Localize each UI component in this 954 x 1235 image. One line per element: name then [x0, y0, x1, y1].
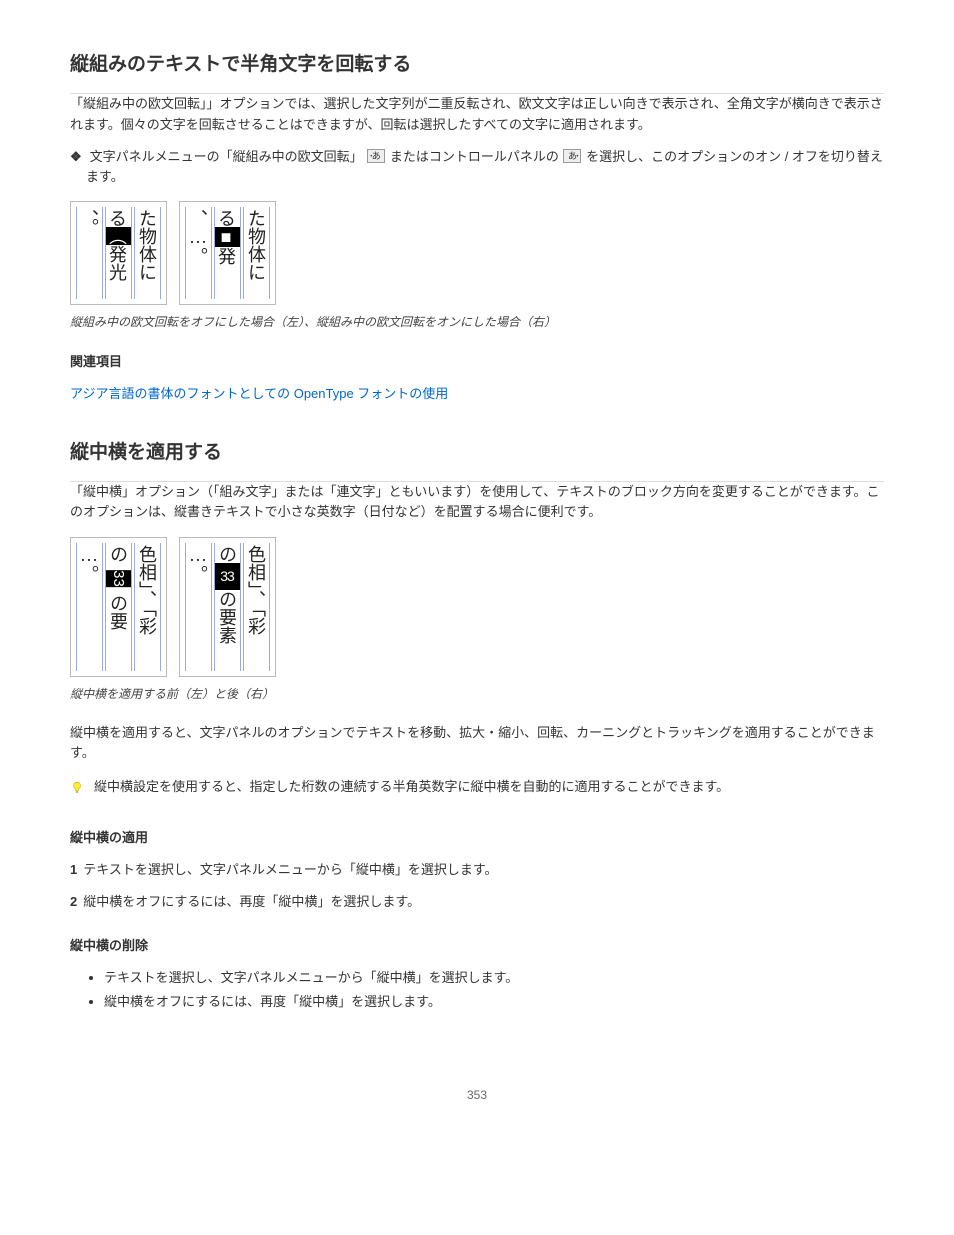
heading-tatechuyoko: 縦中横を適用する	[70, 438, 884, 467]
list-item: テキストを選択し、文字パネルメニューから「縦中横」を選択します。	[104, 968, 884, 988]
column: る■発	[214, 207, 241, 299]
option-name: 縦中横	[83, 484, 122, 499]
option-name: 縦組み中の欧文回転	[83, 96, 200, 111]
figure-panels-2: …。 の33の要 色相」、「彩 …。 の33の要素 色相」、「彩	[70, 537, 884, 677]
heading-remove-tcy: 縦中横の削除	[70, 936, 884, 956]
intro-paragraph-1: 「縦組み中の欧文回転」」オプションでは、選択した文字列が二重反転され、欧文文字は…	[70, 94, 884, 134]
page-number: 353	[0, 1086, 954, 1105]
column: 、。	[76, 207, 103, 299]
text: る	[107, 209, 127, 227]
step-text: 文字パネルメニューの「縦組み中の欧文回転」 またはコントロールパネルの を選択し…	[86, 149, 883, 184]
text: 発光	[107, 245, 127, 281]
column: 、…。	[185, 207, 212, 299]
label: 関連項目	[70, 354, 122, 369]
step-1: ❖ 文字パネルメニューの「縦組み中の欧文回転」 またはコントロールパネルの を選…	[70, 147, 884, 187]
lightbulb-icon	[70, 779, 84, 797]
column: 色相」、「彩	[243, 543, 270, 671]
text: テキストを選択し、文字パネルメニューから「縦中横」を選択します。	[83, 862, 497, 877]
heading-rotate-halfwidth: 縦組みのテキストで半角文字を回転する	[70, 50, 884, 79]
column: の 33 の要	[105, 543, 132, 671]
highlight: 33	[215, 563, 240, 590]
highlight: ■	[214, 227, 240, 247]
intro-paragraph-2: 「縦中横」オプション（「組み文字」または「連文字」ともいいます）を使用して、テキ…	[70, 482, 884, 522]
tip-block: 縦中横設定を使用すると、指定した桁数の連続する半角英数字に縦中横を自動的に適用す…	[70, 777, 884, 797]
panel-1-left: 、。 る（発光 た物体に	[70, 201, 167, 305]
paragraph-tcy-movescale: 縦中横を適用すると、文字パネルのオプションでテキストを移動、拡大・縮小、回転、カ…	[70, 723, 884, 763]
column: る（発光	[105, 207, 132, 299]
step-marker: ❖	[70, 147, 86, 167]
column: …。	[76, 543, 103, 671]
text: の要素	[217, 590, 237, 644]
step-apply-1: 1テキストを選択し、文字パネルメニューから「縦中横」を選択します。	[70, 860, 884, 880]
caption-2: 縦中横を適用する前（左）と後（右）	[70, 685, 884, 704]
text: 縦中横をオフにするには、再度「縦中横」を選択します。	[83, 894, 420, 909]
panel-1-right: 、…。 る■発 た物体に	[179, 201, 276, 305]
text: 発	[216, 247, 236, 265]
caption-1: 縦組み中の欧文回転をオフにした場合（左）、縦組み中の欧文回転をオンにした場合（右…	[70, 313, 884, 332]
column: た物体に	[243, 207, 270, 299]
rotate-icon-left	[367, 149, 385, 163]
text: 「	[70, 96, 83, 111]
tip-text: 縦中横設定を使用すると、指定した桁数の連続する半角英数字に縦中横を自動的に適用す…	[94, 777, 729, 797]
text: 」オプション（「組み文字」または「連文字」ともいいます）を使用して、テキストのブ…	[70, 484, 880, 519]
column: 色相」、「彩	[134, 543, 161, 671]
text: の	[217, 545, 237, 563]
figure-panels-1: 、。 る（発光 た物体に 、…。 る■発 た物体に	[70, 201, 884, 305]
text: る	[216, 209, 236, 227]
see-also-heading: 関連項目	[70, 352, 884, 372]
opentype-link[interactable]: アジア言語の書体のフォントとしての OpenType フォントの使用	[70, 386, 448, 401]
column: た物体に	[134, 207, 161, 299]
text: の要	[108, 594, 128, 630]
panel-2-left: …。 の 33 の要 色相」、「彩	[70, 537, 167, 677]
column: …。	[185, 543, 212, 671]
text: 「	[70, 484, 83, 499]
highlight: （	[105, 227, 131, 245]
heading-apply-tcy: 縦中横の適用	[70, 828, 884, 848]
column: の33の要素	[214, 543, 241, 671]
highlight: 33	[105, 570, 132, 587]
remove-tcy-list: テキストを選択し、文字パネルメニューから「縦中横」を選択します。 縦中横をオフに…	[104, 968, 884, 1012]
step-apply-2: 2縦中横をオフにするには、再度「縦中横」を選択します。	[70, 892, 884, 912]
see-also-link-row: アジア言語の書体のフォントとしての OpenType フォントの使用	[70, 384, 884, 404]
list-item: 縦中横をオフにするには、再度「縦中横」を選択します。	[104, 992, 884, 1012]
text: の	[108, 545, 128, 563]
rotate-icon-right	[563, 149, 581, 163]
panel-2-right: …。 の33の要素 色相」、「彩	[179, 537, 276, 677]
